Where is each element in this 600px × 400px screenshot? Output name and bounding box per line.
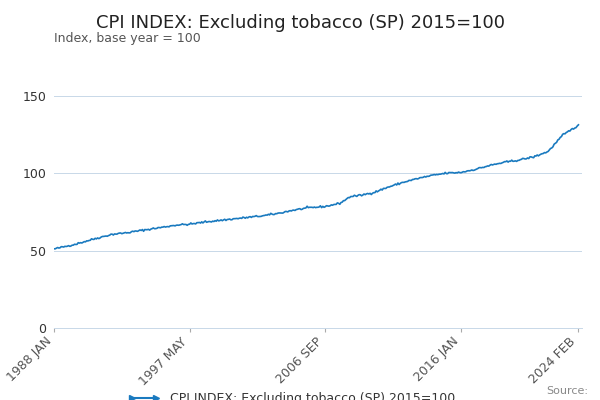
Legend: CPI INDEX: Excluding tobacco (SP) 2015=100: CPI INDEX: Excluding tobacco (SP) 2015=1… bbox=[124, 387, 460, 400]
Text: Source:: Source: bbox=[546, 386, 588, 396]
Text: Index, base year = 100: Index, base year = 100 bbox=[54, 32, 201, 45]
Text: CPI INDEX: Excluding tobacco (SP) 2015=100: CPI INDEX: Excluding tobacco (SP) 2015=1… bbox=[95, 14, 505, 32]
Line: CPI INDEX: Excluding tobacco (SP) 2015=100: CPI INDEX: Excluding tobacco (SP) 2015=1… bbox=[54, 125, 578, 249]
